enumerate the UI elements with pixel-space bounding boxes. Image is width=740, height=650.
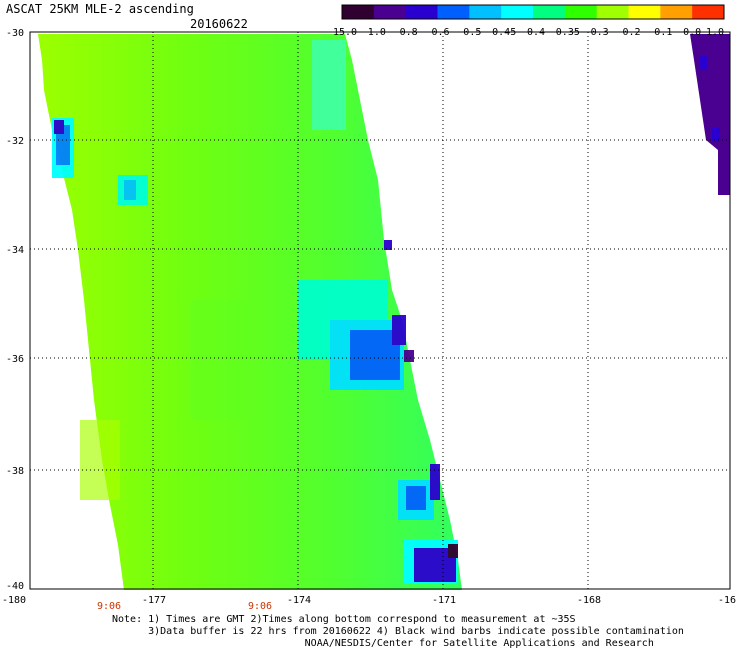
lat-label: -36 <box>6 354 24 365</box>
swath-main <box>38 34 462 590</box>
colorbar-swatch <box>373 5 407 19</box>
time-label: 9:06 <box>248 601 272 612</box>
lon-label: -16 <box>718 595 736 606</box>
map-title: ASCAT 25KM MLE-2 ascending <box>6 2 194 16</box>
lon-labels: -180 -177 -174 -171 -168 -16 <box>2 595 736 606</box>
colorbar-label: -0.45 <box>486 27 516 38</box>
swath-east <box>690 34 730 195</box>
colorbar-swatch <box>596 5 629 19</box>
colorbar-swatch <box>628 5 661 19</box>
lat-label: -32 <box>6 136 24 147</box>
colorbar: -15.0 -1.0 -0.8 -0.6 -0.5 -0.45 -0.4 -0.35 -0.3-… <box>327 4 725 38</box>
colorbar-swatch <box>660 5 693 19</box>
lat-label: -40 <box>6 581 24 592</box>
colorbar-swatch <box>501 5 534 19</box>
lat-label: -34 <box>6 245 24 256</box>
lon-label: -174 <box>287 595 311 606</box>
colorbar-label: -0.5 <box>457 27 481 38</box>
colorbar-label: -0.4 <box>521 27 545 38</box>
lat-label: -30 <box>6 28 24 39</box>
swath-data <box>38 34 730 590</box>
note-line: 3)Data buffer is 22 hrs from 20160622 4)… <box>112 626 684 637</box>
map-frame <box>29 31 731 590</box>
lat-label: -38 <box>6 466 24 477</box>
colorbar-label: -0.8 <box>394 27 418 38</box>
colorbar-label: 0.0 <box>683 27 701 38</box>
colorbar-label: -15.0 <box>327 27 357 38</box>
colorbar-swatch <box>469 5 502 19</box>
colorbar-swatch <box>692 5 725 19</box>
note-line: Note: 1) Times are GMT 2)Times along bot… <box>112 614 576 625</box>
colorbar-swatch <box>405 5 438 19</box>
lat-labels: -30 -32 -34 -36 -38 -40 <box>6 28 24 592</box>
colorbar-label: -0.35 <box>550 27 580 38</box>
colorbar-label: -0.6 <box>425 27 449 38</box>
colorbar-swatch <box>533 5 566 19</box>
colorbar-label: 1.0 <box>706 27 724 38</box>
colorbar-label: -1.0 <box>362 27 386 38</box>
map-grid <box>30 32 730 589</box>
colorbar-label: -0.2 <box>616 27 640 38</box>
colorbar-swatch <box>437 5 470 19</box>
lon-label: -180 <box>2 595 26 606</box>
colorbar-swatch <box>564 5 598 19</box>
footer-notes: Note: 1) Times are GMT 2)Times along bot… <box>112 614 684 650</box>
colorbar-border <box>341 4 725 20</box>
lon-label: -171 <box>432 595 456 606</box>
lon-label: -177 <box>142 595 166 606</box>
colorbar-label: -0.3 <box>585 27 609 38</box>
swath-patches <box>52 40 458 584</box>
lon-label: -168 <box>577 595 601 606</box>
colorbar-swatch <box>342 5 375 19</box>
map-date: 20160622 <box>190 17 248 31</box>
colorbar-label: -0.1 <box>648 27 672 38</box>
time-label: 9:06 <box>97 601 121 612</box>
note-line: NOAA/NESDIS/Center for Satellite Applica… <box>112 638 654 649</box>
